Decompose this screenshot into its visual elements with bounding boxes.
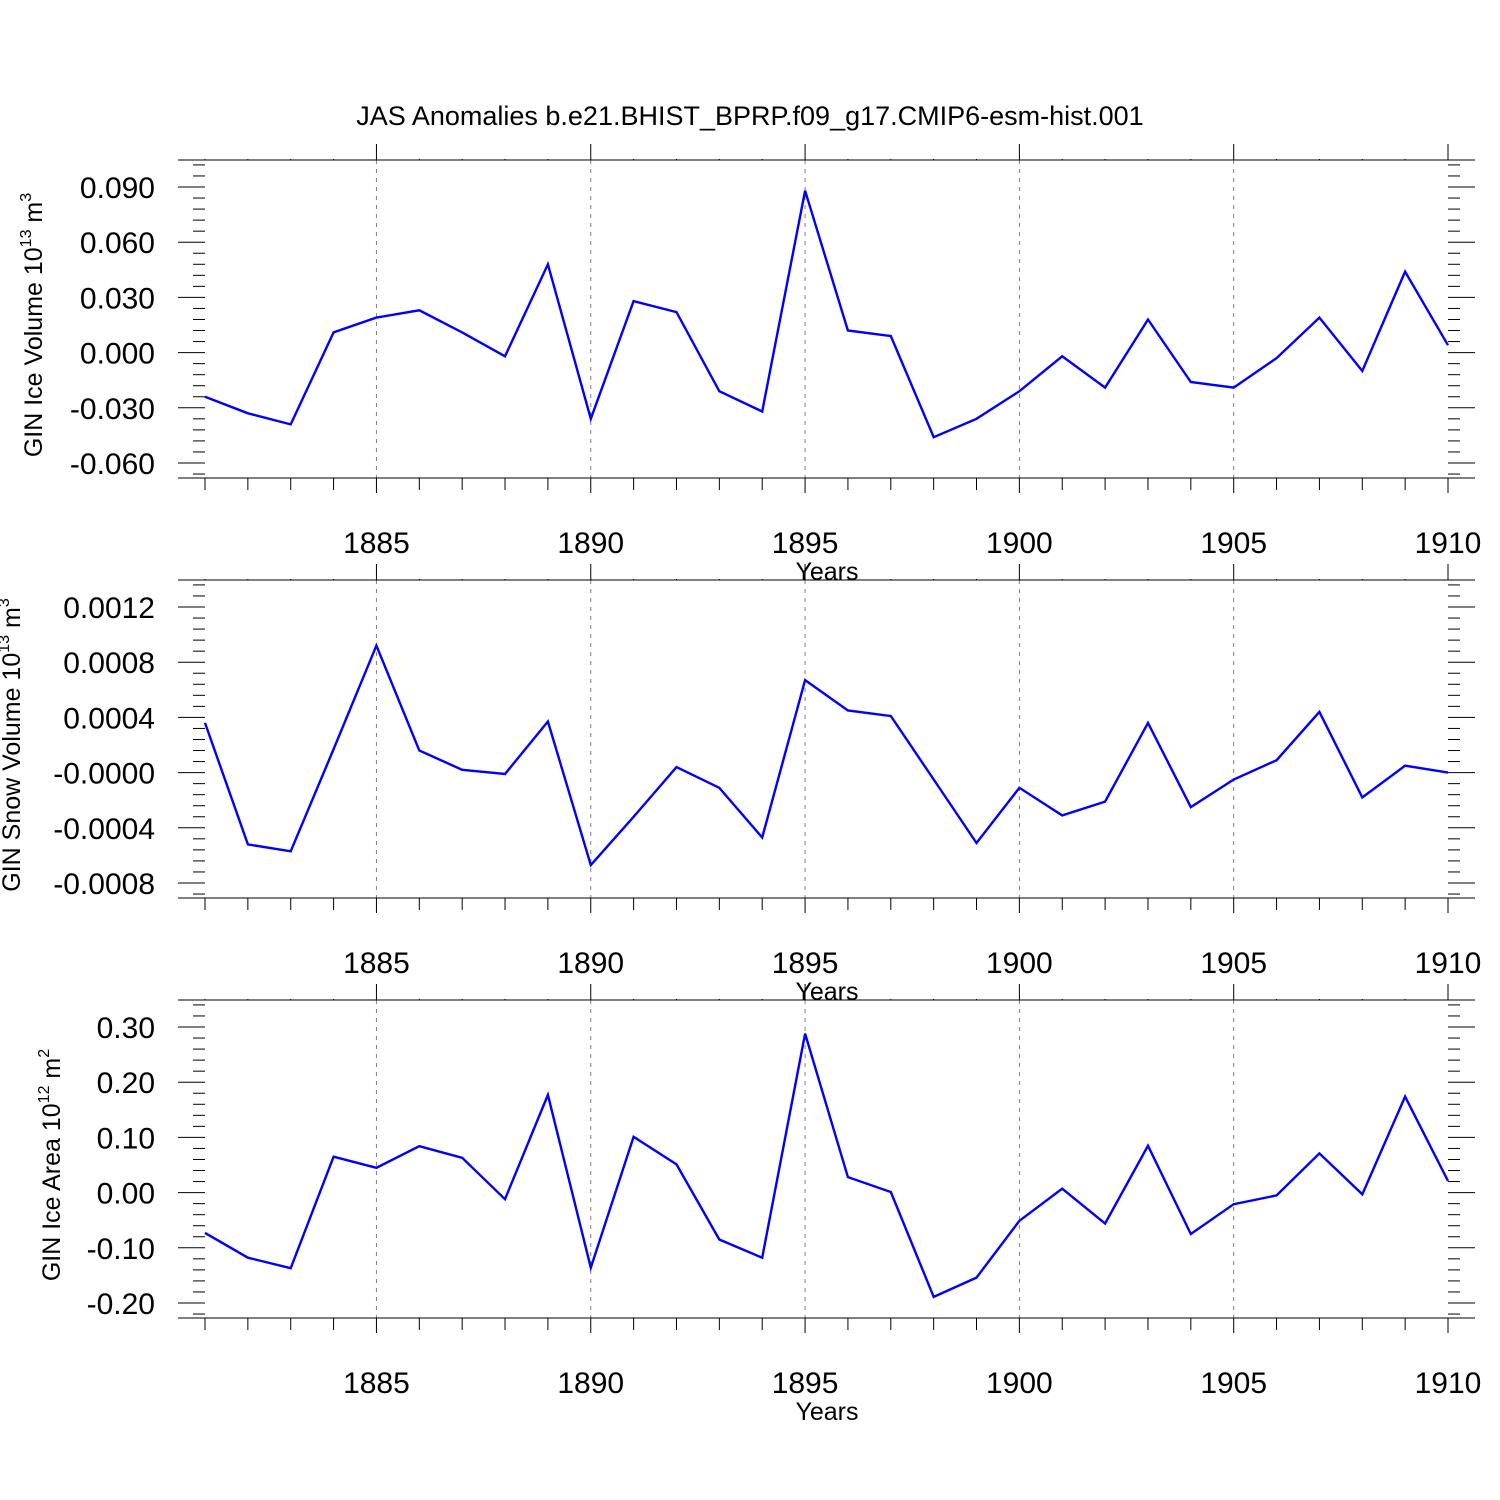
- x-tick-label: 1910: [1415, 1367, 1482, 1400]
- y-tick-label: 0.30: [97, 1012, 155, 1045]
- x-tick-label: 1910: [1415, 527, 1482, 560]
- x-axis-title: Years: [795, 558, 858, 586]
- series-line: [203, 642, 1449, 868]
- y-axis-title: GIN Snow Volume 1013 m3: [0, 598, 26, 892]
- panel-ice-volume: Years GIN Ice Volume 1013 m3 -0.060 -0.03…: [18, 144, 1481, 586]
- x-tick-label: 1905: [1200, 1367, 1267, 1400]
- y-tick-label: 0.20: [97, 1067, 155, 1100]
- y-tick-label: 0.090: [80, 172, 155, 205]
- y-tick-label: 0.060: [80, 227, 155, 260]
- x-tick-label: 1900: [986, 1367, 1053, 1400]
- x-tick-label: 1890: [557, 947, 624, 980]
- x-tick-label: 1885: [343, 527, 410, 560]
- series-line: [204, 190, 1450, 439]
- y-tick-label: 0.10: [97, 1122, 155, 1155]
- y-tick-label: 0.000: [80, 338, 155, 371]
- y-tick-label: 0.030: [80, 282, 155, 315]
- x-tick-label: 1885: [343, 1367, 410, 1400]
- y-tick-label: -0.060: [70, 448, 155, 481]
- series-line: [204, 1033, 1450, 1299]
- x-tick-label: 1895: [772, 527, 839, 560]
- panel-ice-area: Years GIN Ice Area 1012 m2 -0.20 -0.10 0.0…: [36, 984, 1481, 1426]
- y-tick-label: -0.0008: [53, 868, 155, 901]
- x-tick-label: 1895: [772, 1367, 839, 1400]
- x-tick-label: 1900: [986, 527, 1053, 560]
- x-tick-label: 1890: [557, 1367, 624, 1400]
- x-axis-title: Years: [795, 978, 858, 1006]
- x-tick-label: 1890: [557, 527, 624, 560]
- y-tick-label: -0.0000: [53, 758, 155, 791]
- y-tick-label: -0.030: [70, 393, 155, 426]
- y-tick-label: -0.0004: [53, 813, 155, 846]
- y-tick-label: 0.00: [97, 1178, 155, 1211]
- x-tick-label: 1885: [343, 947, 410, 980]
- y-tick-label: 0.0012: [63, 592, 155, 625]
- x-tick-label: 1895: [772, 947, 839, 980]
- x-axis-title: Years: [795, 1398, 858, 1426]
- y-axis-title: GIN Ice Area 1012 m2: [36, 1049, 66, 1281]
- chart-title: JAS Anomalies b.e21.BHIST_BPRP.f09_g17.C…: [356, 101, 1143, 131]
- x-tick-label: 1905: [1200, 527, 1267, 560]
- y-tick-label: 0.0008: [63, 647, 155, 680]
- panel-snow-volume: Years GIN Snow Volume 1013 m3 -0.0008 -0.…: [0, 564, 1481, 1006]
- y-tick-label: -0.20: [87, 1288, 155, 1321]
- y-axis-title: GIN Ice Volume 1013 m3: [18, 193, 48, 457]
- x-tick-label: 1905: [1200, 947, 1267, 980]
- y-tick-label: -0.10: [87, 1233, 155, 1266]
- x-tick-label: 1900: [986, 947, 1053, 980]
- y-tick-label: 0.0004: [63, 702, 155, 735]
- x-tick-label: 1910: [1415, 947, 1482, 980]
